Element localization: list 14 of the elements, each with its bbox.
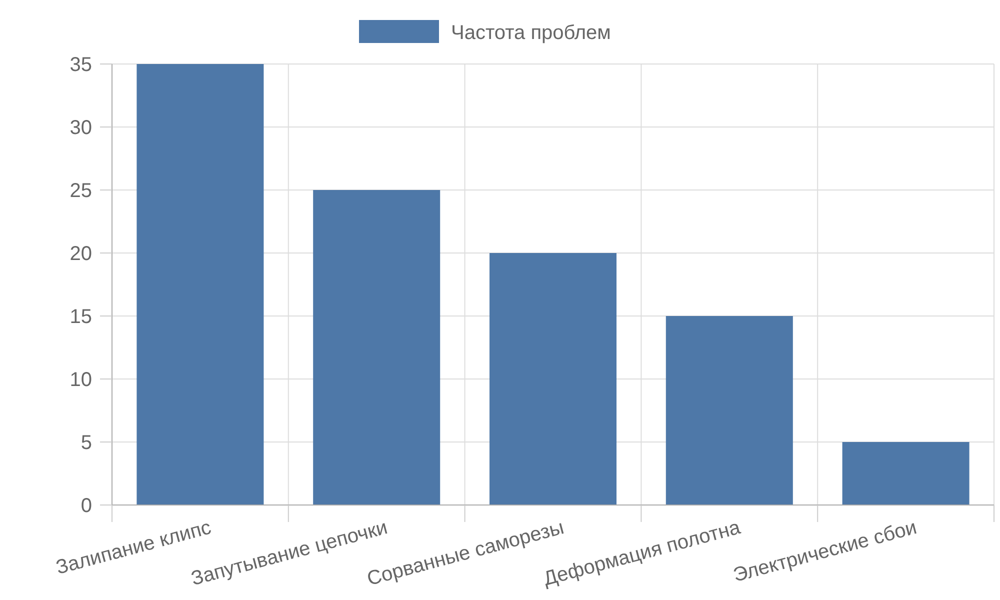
y-tick-label: 5 <box>80 432 92 454</box>
y-tick-label: 30 <box>70 117 92 139</box>
bar <box>313 190 440 505</box>
y-tick-label: 15 <box>70 306 92 328</box>
y-tick-label: 25 <box>70 180 92 202</box>
y-tick-label: 20 <box>70 243 92 265</box>
bar <box>666 316 793 505</box>
bar <box>136 64 264 505</box>
y-tick-label: 10 <box>70 369 92 391</box>
y-tick-label: 0 <box>80 495 92 517</box>
bar <box>842 442 970 505</box>
bar <box>489 253 617 505</box>
legend-label: Частота проблем <box>451 22 611 44</box>
y-tick-label: 35 <box>70 54 92 76</box>
